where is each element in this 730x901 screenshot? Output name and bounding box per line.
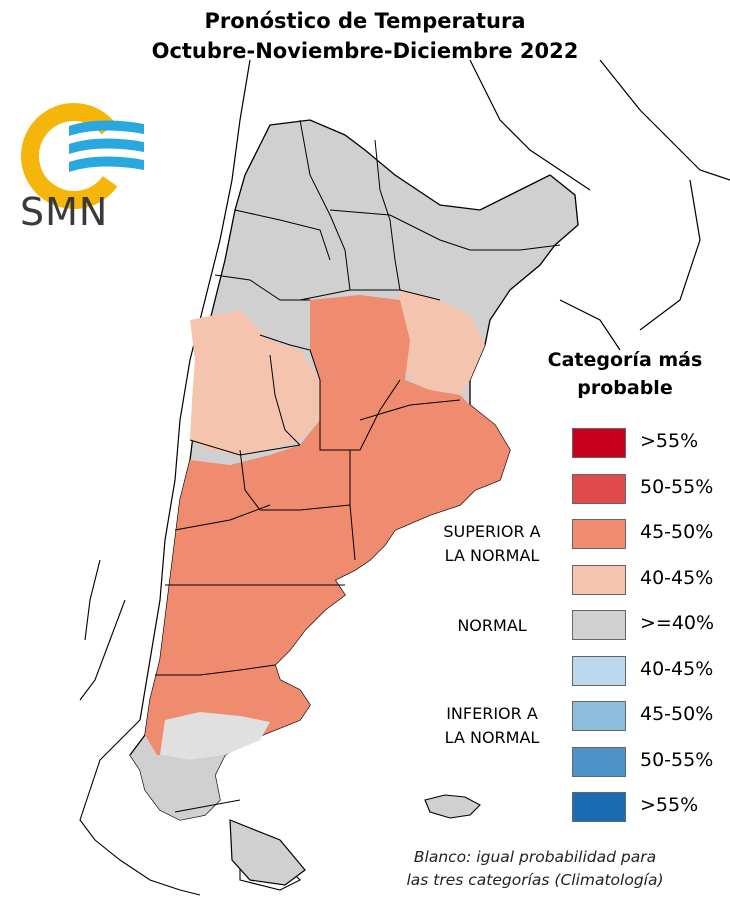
region-south-grey xyxy=(130,755,225,820)
argentina-forecast-map xyxy=(79,60,730,896)
category-inferior-line-1: INFERIOR A xyxy=(446,704,538,723)
legend-swatch xyxy=(572,746,626,777)
region-superior-40-45-east xyxy=(395,290,485,395)
legend-label: 40-45% xyxy=(640,566,714,589)
legend-label: >55% xyxy=(640,430,699,452)
page-title: Pronóstico de Temperatura Octubre-Noviem… xyxy=(0,6,730,66)
legend-label: 50-55% xyxy=(640,475,714,498)
smn-logo xyxy=(21,103,144,209)
title-line-1: Pronóstico de Temperatura xyxy=(204,9,526,33)
legend-title-line-1: Categoría más xyxy=(547,349,703,371)
legend-title-line-2: probable xyxy=(577,377,673,399)
malvinas-islands xyxy=(424,794,481,819)
legend-swatch xyxy=(572,428,626,458)
category-inferior: INFERIOR A LA NORMAL xyxy=(422,702,562,750)
footnote-line-2: las tres categorías (Climatología) xyxy=(406,871,664,889)
category-inferior-line-2: LA NORMAL xyxy=(444,728,540,747)
legend-swatch xyxy=(572,473,626,504)
logo-wave-3 xyxy=(69,156,144,172)
legend-label: 45-50% xyxy=(640,703,714,725)
legend-label: 50-55% xyxy=(640,748,714,771)
category-superior: SUPERIOR A LA NORMAL xyxy=(422,520,562,568)
legend-swatch xyxy=(572,792,626,822)
legend-swatch xyxy=(572,655,626,686)
region-superior-40-45 xyxy=(190,310,320,455)
category-superior-line-2: LA NORMAL xyxy=(444,546,540,565)
tierra-del-fuego xyxy=(229,819,306,886)
category-superior-line-1: SUPERIOR A xyxy=(443,522,541,541)
province-boundaries xyxy=(155,119,561,813)
logo-text: SMN xyxy=(20,190,109,234)
logo-wave-2 xyxy=(69,138,144,154)
region-south-neutral xyxy=(160,712,270,760)
legend-swatch xyxy=(572,701,626,731)
logo-ring xyxy=(21,103,127,209)
legend-label: 45-50% xyxy=(640,521,714,543)
legend-swatch xyxy=(572,564,626,595)
footnote-line-1: Blanco: igual probabilidad para xyxy=(413,848,657,866)
neighbor-outline xyxy=(139,60,251,721)
legend-swatch xyxy=(572,519,626,549)
title-line-2: Octubre-Noviembre-Diciembre 2022 xyxy=(151,39,579,63)
legend-swatch xyxy=(572,610,626,640)
neighbor-outline-east xyxy=(469,60,730,351)
legend-label: 40-45% xyxy=(640,657,714,680)
legend-label: >55% xyxy=(640,794,699,816)
legend-label: >=40% xyxy=(640,612,715,634)
footnote: Blanco: igual probabilidad para las tres… xyxy=(360,846,710,892)
region-superior-45-50 xyxy=(145,295,510,760)
logo-wave-1 xyxy=(69,120,144,136)
legend-title: Categoría más probable xyxy=(520,346,730,402)
category-normal: NORMAL xyxy=(457,616,527,635)
